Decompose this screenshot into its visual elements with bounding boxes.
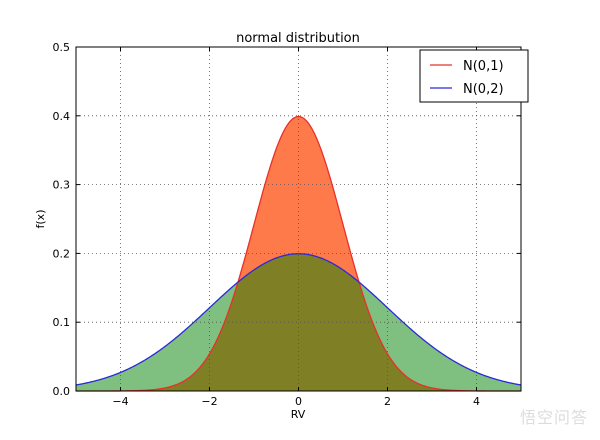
x-axis-label: RV <box>291 408 306 421</box>
y-tick-label: 0.0 <box>53 385 71 398</box>
legend-box <box>419 49 529 103</box>
y-tick-label: 0.1 <box>53 316 71 329</box>
y-tick-label: 0.4 <box>53 110 71 123</box>
legend-label-n01: N(0,1) <box>463 59 504 74</box>
x-tick-label: −2 <box>201 395 217 408</box>
line-n02 <box>75 253 522 386</box>
y-axis-label: f(x) <box>34 210 47 229</box>
watermark: 悟空问答 <box>519 408 588 427</box>
line-n01 <box>76 115 521 392</box>
x-tick-label: 4 <box>473 395 480 408</box>
x-tick-label: 2 <box>384 395 391 408</box>
legend-label-n02: N(0,2) <box>463 82 504 97</box>
area-overlap <box>76 253 521 391</box>
x-tick-label: −4 <box>112 395 128 408</box>
x-tick-label: 0 <box>295 395 302 408</box>
y-tick-label: 0.5 <box>53 41 71 54</box>
legend: N(0,1) N(0,2) <box>419 49 529 103</box>
y-tick-label: 0.3 <box>53 179 71 192</box>
chart-title: normal distribution <box>236 31 360 46</box>
y-tick-label: 0.2 <box>53 247 71 260</box>
